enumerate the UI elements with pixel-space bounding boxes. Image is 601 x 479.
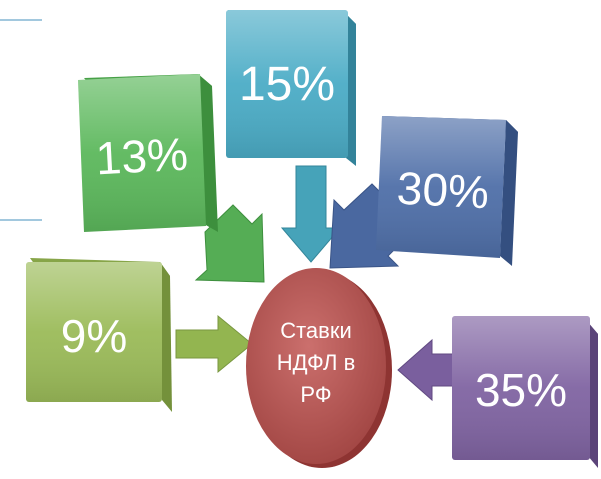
center-label-line-1: Ставки xyxy=(280,318,352,343)
rate-box-15: 15% xyxy=(226,10,356,166)
slide-decoration-lines xyxy=(0,19,42,221)
rate-label-13: 13% xyxy=(94,128,189,185)
rate-label-15: 15% xyxy=(239,58,335,111)
center-label-line-2: НДФЛ в xyxy=(277,350,356,375)
arrow-13-to-center xyxy=(194,204,265,283)
rate-boxes: 15% 13% 30% 9% xyxy=(26,10,598,468)
rate-label-30: 30% xyxy=(396,162,491,219)
rate-box-9: 9% xyxy=(26,258,172,412)
arrow-9-to-center xyxy=(175,314,253,374)
center-circle: Ставки НДФЛ в РФ xyxy=(246,268,392,468)
rate-box-35: 35% xyxy=(452,316,598,468)
center-label-line-3: РФ xyxy=(300,382,331,407)
rate-label-9: 9% xyxy=(61,310,127,362)
rate-label-35: 35% xyxy=(475,364,567,416)
arrow-15-to-center xyxy=(280,165,342,263)
arrows xyxy=(175,165,463,402)
rate-box-30: 30% xyxy=(376,116,518,266)
rate-box-13: 13% xyxy=(78,74,218,232)
